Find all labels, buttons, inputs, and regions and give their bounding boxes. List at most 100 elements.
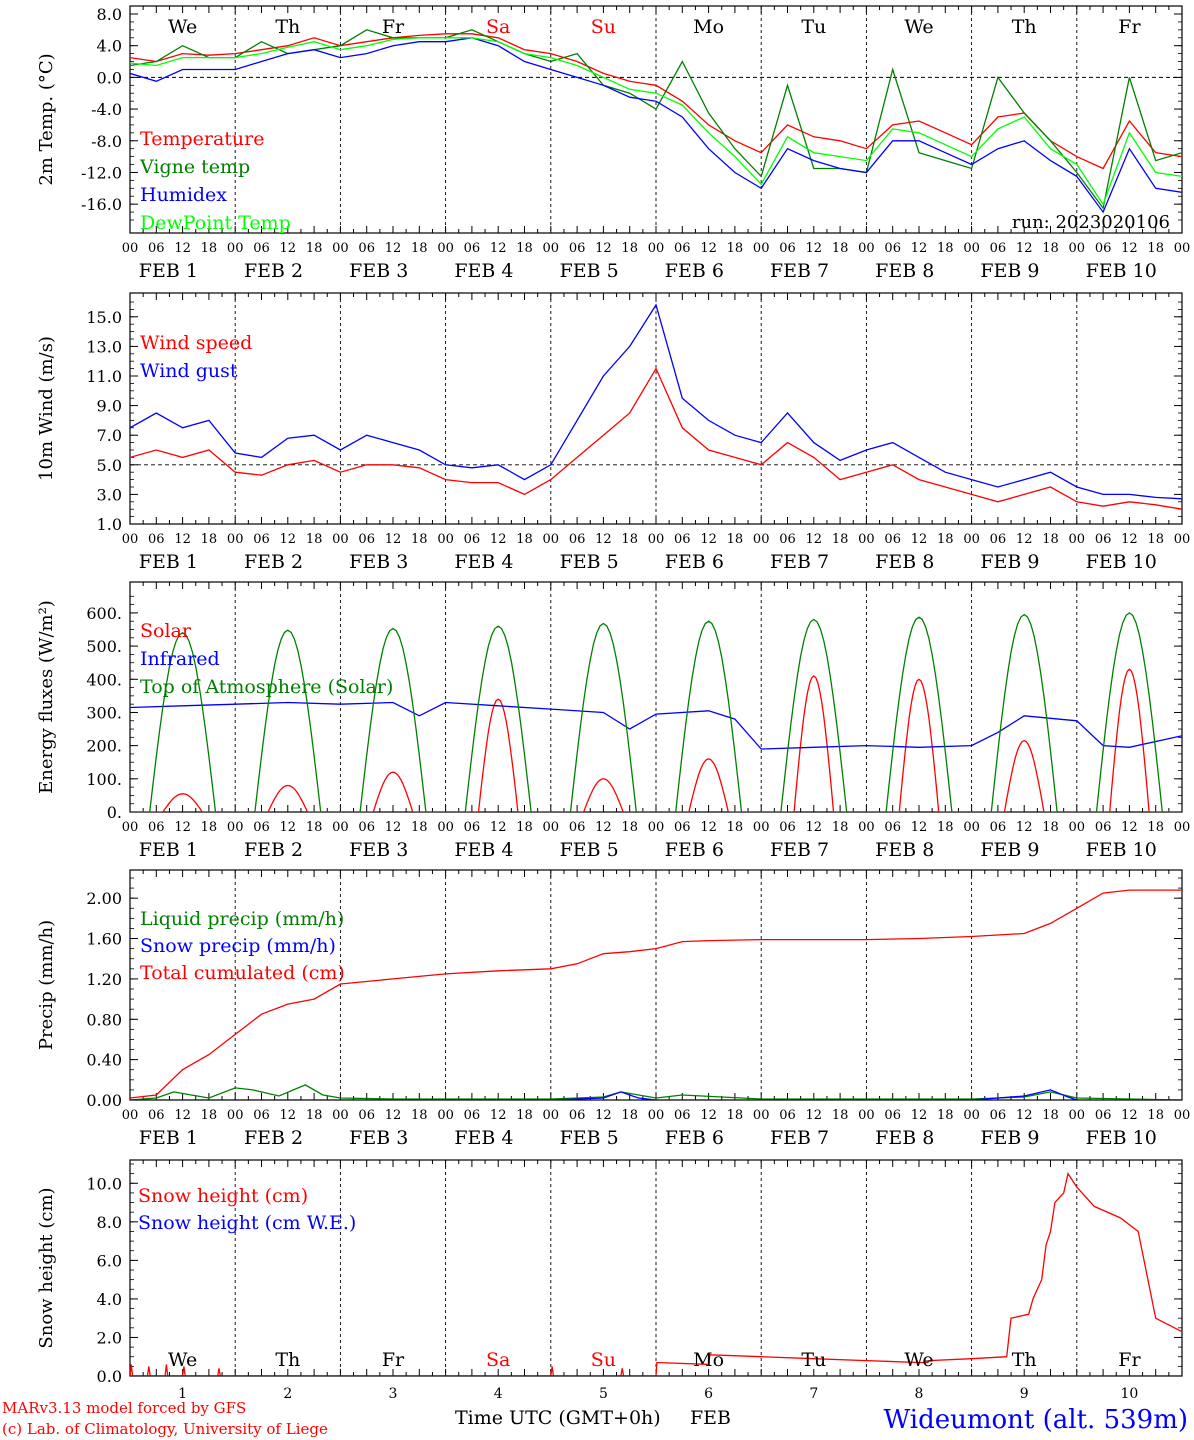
temp-hour-label: 00 bbox=[1174, 241, 1191, 256]
wind-ytick-label: 15.0 bbox=[86, 308, 122, 327]
energy-hour-label: 06 bbox=[148, 820, 165, 835]
energy-hour-label: 18 bbox=[937, 820, 954, 835]
run-label: run: 2023020106 bbox=[1012, 212, 1170, 233]
day-number-bottom: 5 bbox=[599, 1386, 608, 1402]
precip-hour-label: 00 bbox=[753, 1108, 770, 1123]
precip-hour-label: 18 bbox=[201, 1108, 218, 1123]
temp-hour-label: 06 bbox=[779, 241, 796, 256]
precip-hour-label: 00 bbox=[227, 1108, 244, 1123]
energy-ytick-label: 100. bbox=[86, 770, 122, 789]
wind-series-wind-gust bbox=[130, 303, 1182, 500]
temp-date-label: FEB 10 bbox=[1086, 260, 1157, 282]
precip-date-label: FEB 1 bbox=[139, 1127, 198, 1149]
weekday-label-top: Fr bbox=[1118, 16, 1141, 38]
temp-ytick-label: -12.0 bbox=[81, 163, 122, 182]
station-title: Wideumont (alt. 539m) bbox=[884, 1405, 1188, 1435]
weekday-label-bottom: Sa bbox=[486, 1349, 510, 1371]
wind-hour-label: 06 bbox=[148, 532, 165, 547]
temp-date-label: FEB 1 bbox=[139, 260, 198, 282]
wind-hour-label: 00 bbox=[648, 532, 665, 547]
precip-hour-label: 18 bbox=[516, 1108, 533, 1123]
wind-hour-label: 06 bbox=[779, 532, 796, 547]
snow-ytick-label: 2.0 bbox=[97, 1328, 122, 1347]
temp-date-label: FEB 3 bbox=[349, 260, 408, 282]
temp-hour-label: 12 bbox=[280, 241, 297, 256]
wind-hour-label: 18 bbox=[411, 532, 428, 547]
wind-legend-0: Wind speed bbox=[140, 332, 252, 354]
temp-series-group bbox=[130, 29, 1182, 214]
precip-hour-label: 00 bbox=[122, 1108, 139, 1123]
energy-hour-label: 12 bbox=[174, 820, 191, 835]
energy-panel: 600. 500. 400. 300. 200. 100. 0. Energy fluxes … bbox=[36, 581, 1190, 861]
credit-line-2: (c) Lab. of Climatology, University of L… bbox=[2, 1420, 328, 1438]
temp-date-label: FEB 4 bbox=[454, 260, 513, 282]
wind-hour-label: 18 bbox=[727, 532, 744, 547]
precip-date-label: FEB 2 bbox=[244, 1127, 303, 1149]
energy-legend-1: Infrared bbox=[140, 648, 220, 670]
energy-hour-label: 18 bbox=[621, 820, 638, 835]
wind-hour-label: 18 bbox=[201, 532, 218, 547]
precip-hour-label: 00 bbox=[332, 1108, 349, 1123]
snow-ytick-label: 8.0 bbox=[97, 1213, 122, 1232]
wind-series-wind-speed bbox=[130, 367, 1182, 510]
temp-ytick-label: -8.0 bbox=[91, 132, 122, 151]
energy-hour-label: 18 bbox=[832, 820, 849, 835]
wind-date-label: FEB 4 bbox=[454, 551, 513, 573]
energy-series-infrared bbox=[130, 701, 1182, 750]
wind-hour-label: 12 bbox=[490, 532, 507, 547]
precip-hour-label: 12 bbox=[280, 1108, 297, 1123]
precip-hour-label: 12 bbox=[911, 1108, 928, 1123]
energy-hour-label: 06 bbox=[358, 820, 375, 835]
precip-hour-label: 00 bbox=[858, 1108, 875, 1123]
snow-ytick-label: 0.0 bbox=[97, 1367, 122, 1386]
energy-ytick-label: 600. bbox=[86, 604, 122, 623]
wind-hour-label: 06 bbox=[464, 532, 481, 547]
temp-ytick-label: 0.0 bbox=[97, 68, 122, 87]
temp-legend-2: Humidex bbox=[140, 184, 227, 206]
wind-hour-label: 00 bbox=[227, 532, 244, 547]
temp-hour-label: 18 bbox=[1042, 241, 1059, 256]
precip-hour-label: 06 bbox=[1095, 1108, 1112, 1123]
energy-hour-label: 06 bbox=[1095, 820, 1112, 835]
temp-hour-label: 18 bbox=[727, 241, 744, 256]
energy-hour-label: 18 bbox=[306, 820, 323, 835]
temp-hour-label: 00 bbox=[437, 241, 454, 256]
temp-hour-label: 12 bbox=[490, 241, 507, 256]
temp-hour-label: 18 bbox=[411, 241, 428, 256]
temp-date-label: FEB 7 bbox=[770, 260, 829, 282]
day-number-bottom: 3 bbox=[389, 1386, 398, 1402]
energy-hour-label: 18 bbox=[727, 820, 744, 835]
wind-hour-label: 12 bbox=[700, 532, 717, 547]
energy-hour-label: 06 bbox=[674, 820, 691, 835]
wind-date-label: FEB 3 bbox=[349, 551, 408, 573]
precip-ytick-label: 2.00 bbox=[86, 889, 122, 908]
energy-series-top-of-atmosphere-solar- bbox=[130, 612, 1182, 812]
precip-hour-label: 06 bbox=[464, 1108, 481, 1123]
energy-date-label: FEB 10 bbox=[1086, 839, 1157, 861]
wind-ytick-label: 5.0 bbox=[97, 456, 122, 475]
wind-hour-label: 12 bbox=[806, 532, 823, 547]
energy-hour-label: 06 bbox=[990, 820, 1007, 835]
temp-hour-label: 06 bbox=[569, 241, 586, 256]
wind-hour-label: 18 bbox=[306, 532, 323, 547]
energy-date-label: FEB 1 bbox=[139, 839, 198, 861]
energy-hour-label: 00 bbox=[122, 820, 139, 835]
wind-hour-label: 00 bbox=[1069, 532, 1086, 547]
precip-hour-label: 06 bbox=[884, 1108, 901, 1123]
temp-hour-label: 12 bbox=[911, 241, 928, 256]
energy-hour-label: 00 bbox=[227, 820, 244, 835]
snow-series-snow-height-cm- bbox=[130, 1171, 1182, 1376]
temp-hour-label: 12 bbox=[1016, 241, 1033, 256]
precip-date-label: FEB 8 bbox=[875, 1127, 934, 1149]
temp-hour-label: 00 bbox=[332, 241, 349, 256]
precip-hour-label: 18 bbox=[937, 1108, 954, 1123]
precip-hour-label: 18 bbox=[832, 1108, 849, 1123]
temp-hour-label: 18 bbox=[201, 241, 218, 256]
precip-series-total-cumulated-cm- bbox=[130, 889, 1182, 1099]
energy-date-label: FEB 3 bbox=[349, 839, 408, 861]
energy-hour-label: 06 bbox=[569, 820, 586, 835]
precip-hour-label: 18 bbox=[306, 1108, 323, 1123]
snow-ytick-label: 10.0 bbox=[86, 1174, 122, 1193]
temp-hour-label: 12 bbox=[700, 241, 717, 256]
temp-hour-label: 06 bbox=[148, 241, 165, 256]
